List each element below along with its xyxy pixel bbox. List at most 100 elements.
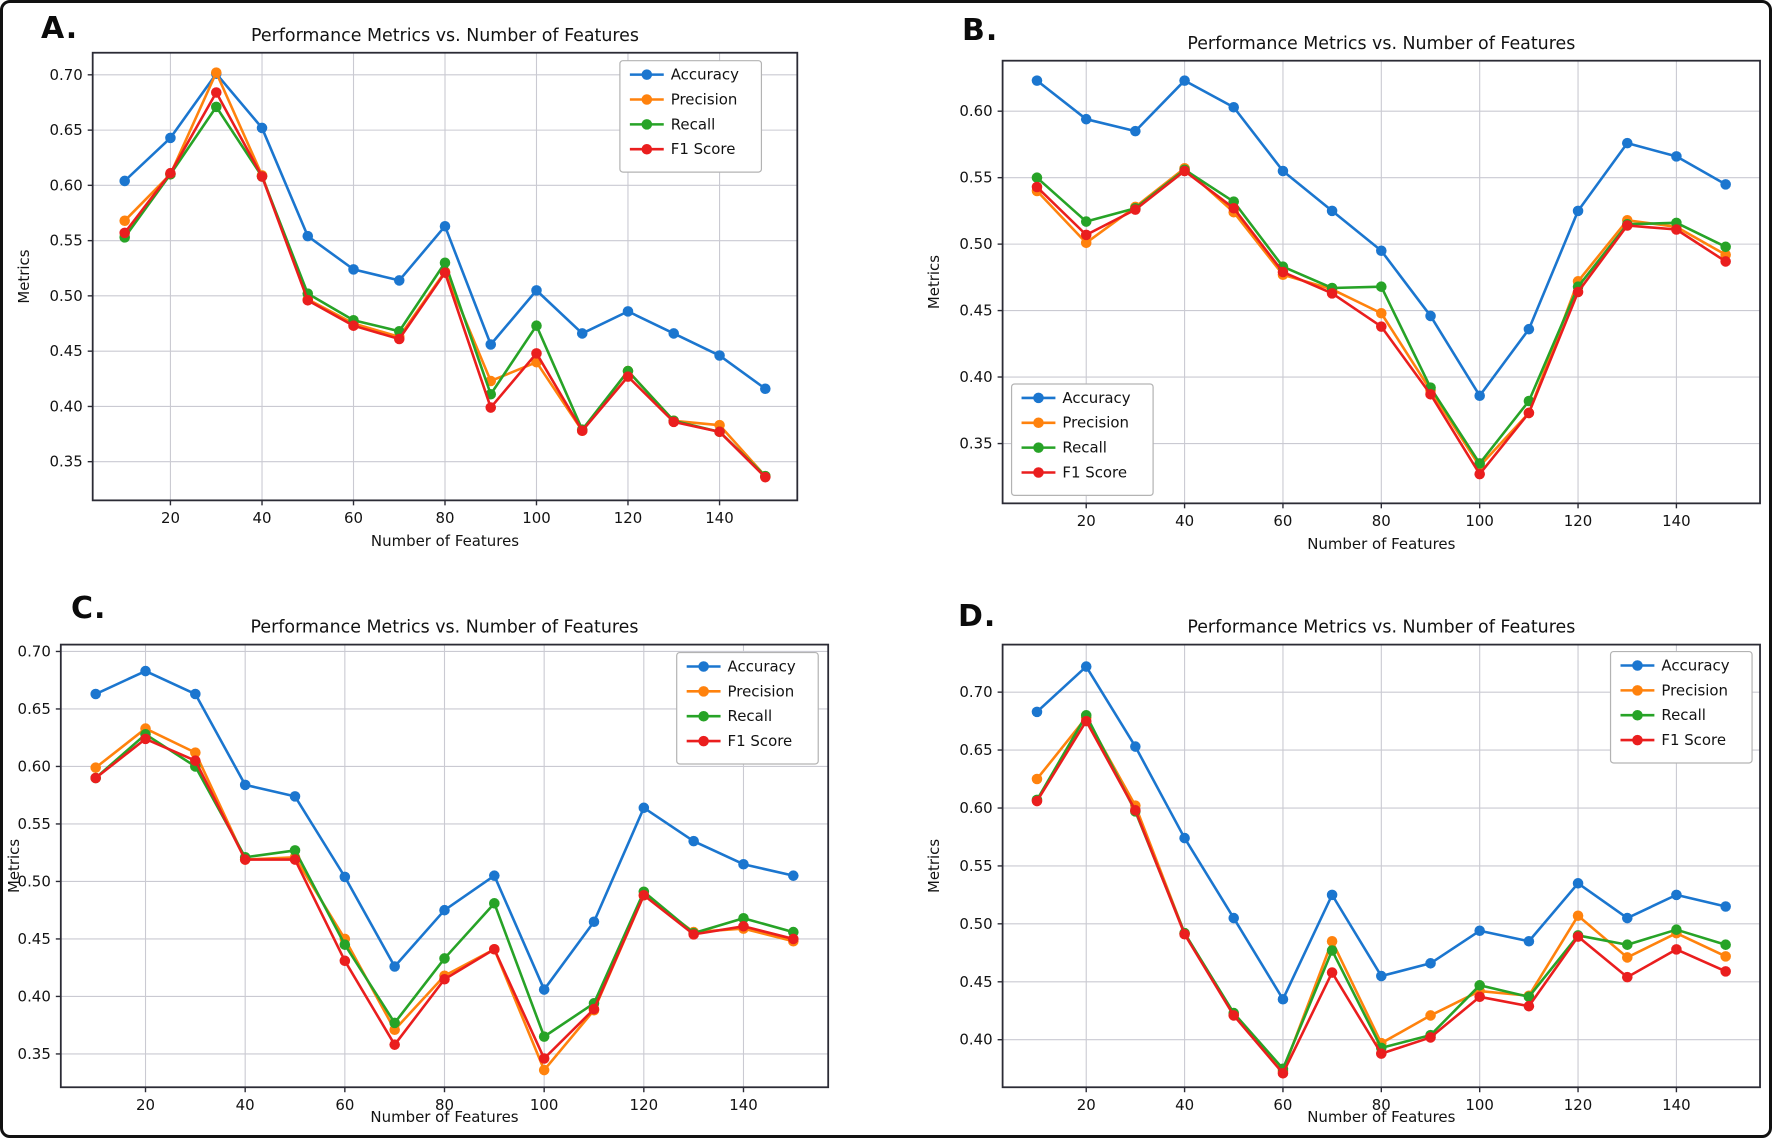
data-point-accuracy	[1326, 205, 1338, 217]
data-point-accuracy	[1326, 889, 1338, 901]
x-tick-label: 40	[236, 1096, 255, 1114]
data-point-f1	[289, 854, 301, 865]
data-point-accuracy	[1474, 925, 1485, 937]
data-point-f1	[393, 333, 405, 345]
y-tick-label: 0.50	[18, 872, 51, 890]
data-point-accuracy	[1572, 205, 1584, 217]
panel-label-b: B.	[962, 13, 999, 48]
data-point-f1	[1671, 224, 1682, 235]
y-tick-label: 0.45	[959, 302, 992, 320]
y-tick-label: 0.60	[18, 757, 51, 775]
data-point-precision	[90, 762, 101, 773]
data-point-accuracy	[1080, 113, 1092, 125]
x-tick-label: 100	[530, 1096, 559, 1114]
chart-b: 0.35 0.40 0.45 0.50 0.55 0.60 20 40 60 80 100 120 14…	[925, 34, 1761, 553]
data-point-recall	[489, 898, 500, 909]
y-tick-label: 0.45	[49, 342, 82, 360]
data-point-accuracy	[1228, 912, 1240, 924]
data-point-accuracy	[760, 383, 771, 395]
data-point-precision	[1080, 237, 1092, 249]
data-point-accuracy	[485, 339, 497, 350]
data-point-accuracy	[1277, 165, 1289, 177]
data-point-accuracy	[256, 122, 268, 134]
data-point-accuracy	[1179, 75, 1190, 86]
data-point-accuracy	[489, 870, 500, 881]
legend-label: F1 Score	[671, 140, 736, 158]
chart-title: Performance Metrics vs. Number of Featur…	[1187, 34, 1575, 54]
data-point-recall	[439, 257, 451, 268]
data-point-accuracy	[1671, 151, 1682, 162]
data-point-accuracy	[1523, 323, 1535, 335]
data-point-recall	[389, 1017, 400, 1029]
x-axis-label: Number of Features	[370, 1108, 518, 1126]
data-point-f1	[1326, 967, 1338, 978]
data-point-f1	[1376, 321, 1387, 332]
data-point-f1	[1572, 286, 1584, 298]
data-point-f1	[1572, 931, 1584, 942]
chart-c: 0.35 0.40 0.45 0.50 0.55 0.60 0.65 0.70 20 40 60 80…	[5, 618, 830, 1126]
data-point-accuracy	[1621, 912, 1633, 924]
x-tick-label: 60	[1273, 512, 1292, 530]
data-point-accuracy	[1031, 706, 1043, 718]
data-point-f1	[489, 944, 500, 955]
data-point-recall	[1671, 924, 1682, 935]
x-tick-label: 140	[729, 1096, 758, 1114]
y-tick-label: 0.65	[18, 700, 51, 718]
legend-label: Recall	[728, 707, 773, 725]
data-point-accuracy	[538, 984, 550, 995]
data-point-recall	[1326, 945, 1338, 956]
data-point-f1	[439, 973, 450, 985]
data-point-accuracy	[165, 132, 176, 144]
chart-d: 0.40 0.45 0.50 0.55 0.60 0.65 0.70 20 40 60 80 100 1…	[925, 618, 1761, 1126]
data-point-accuracy	[119, 175, 130, 187]
x-tick-label: 80	[1372, 1096, 1391, 1114]
legend-marker-recall	[1632, 709, 1643, 721]
legend-label: Precision	[1661, 681, 1728, 699]
x-axis-label: Number of Features	[371, 532, 519, 550]
data-point-f1	[1080, 715, 1092, 727]
legend-box	[619, 60, 763, 173]
panel-a: A. 0.35 0.40 0.45 0.50 0.55 0.60 0.65 0.70 20 40 6…	[3, 3, 886, 569]
data-point-accuracy	[239, 779, 251, 791]
data-point-accuracy	[1720, 901, 1731, 912]
data-point-recall	[1031, 172, 1043, 183]
data-point-f1	[256, 171, 268, 182]
y-tick-label: 0.65	[49, 121, 82, 139]
data-point-recall	[210, 101, 222, 113]
x-tick-label: 100	[1465, 1096, 1494, 1114]
legend-marker-accuracy	[641, 69, 653, 80]
x-tick-label: 60	[335, 1096, 354, 1114]
panel-b: B. 0.35 0.40 0.45 0.50 0.55 0.60 20 40 60 80 100 12…	[886, 3, 1769, 569]
data-point-accuracy	[622, 306, 634, 317]
data-point-f1	[210, 87, 222, 98]
data-point-recall	[738, 912, 749, 924]
legend-marker-accuracy	[1033, 392, 1044, 404]
data-point-accuracy	[668, 328, 680, 339]
chart-title: Performance Metrics vs. Number of Featur…	[251, 618, 639, 638]
x-axis-label: Number of Features	[1307, 1108, 1455, 1126]
y-tick-label: 0.60	[959, 102, 992, 120]
data-point-f1	[1425, 389, 1436, 400]
data-point-f1	[339, 955, 351, 967]
legend-label: F1 Score	[728, 732, 793, 750]
data-point-recall	[1376, 281, 1387, 292]
x-tick-label: 120	[630, 1096, 659, 1114]
data-point-f1	[1031, 181, 1043, 193]
x-tick-label: 140	[1662, 512, 1691, 530]
data-point-f1	[1621, 220, 1633, 231]
data-point-accuracy	[190, 688, 201, 700]
y-axis-label: Metrics	[925, 839, 943, 893]
data-point-f1	[485, 402, 497, 413]
data-point-accuracy	[1671, 889, 1682, 901]
legend-box	[1609, 650, 1753, 764]
data-point-recall	[1523, 991, 1535, 1003]
data-point-f1	[714, 426, 725, 438]
data-point-accuracy	[1376, 245, 1387, 257]
data-point-precision	[210, 67, 222, 78]
x-tick-label: 60	[1273, 1096, 1292, 1114]
data-point-precision	[119, 215, 130, 227]
legend-label: Precision	[728, 682, 795, 700]
data-point-f1	[1425, 1032, 1436, 1043]
data-point-accuracy	[1228, 101, 1240, 113]
data-point-accuracy	[1720, 179, 1731, 190]
